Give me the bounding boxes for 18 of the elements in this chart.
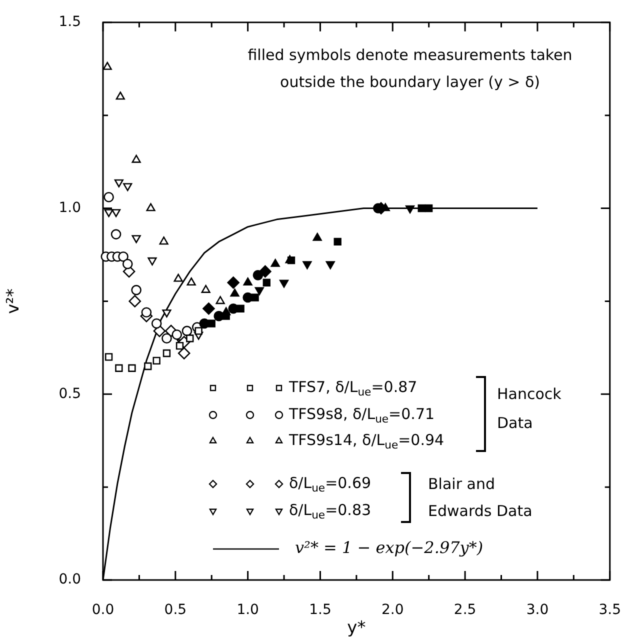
x-tick-label: 2.5	[454, 602, 476, 618]
x-tick-label: 0.0	[92, 602, 114, 618]
y-axis-title: v²*	[4, 288, 24, 314]
x-tick-label: 1.5	[309, 602, 332, 618]
x-tick-label: 0.5	[164, 602, 187, 618]
annotation: filled symbols denote measurements taken outside the boundary layer (y > δ)	[248, 46, 572, 91]
annotation: Hancock Data	[497, 384, 562, 432]
x-axis-title: y*	[347, 618, 366, 638]
x-tick-label: 1.0	[236, 602, 259, 618]
x-tick-label: 3.5	[598, 602, 621, 618]
legend-label: v²* = 1 − exp(−2.97y*)	[295, 538, 484, 558]
y-tick-label: 0.0	[58, 572, 81, 588]
x-tick-label: 3.0	[526, 602, 549, 618]
y-tick-label: 1.5	[58, 14, 81, 30]
x-tick-label: 2.0	[382, 602, 404, 618]
y-tick-label: 1.0	[58, 200, 81, 216]
y-tick-label: 0.5	[58, 386, 81, 402]
annotation: Blair and Edwards Data	[428, 474, 532, 520]
